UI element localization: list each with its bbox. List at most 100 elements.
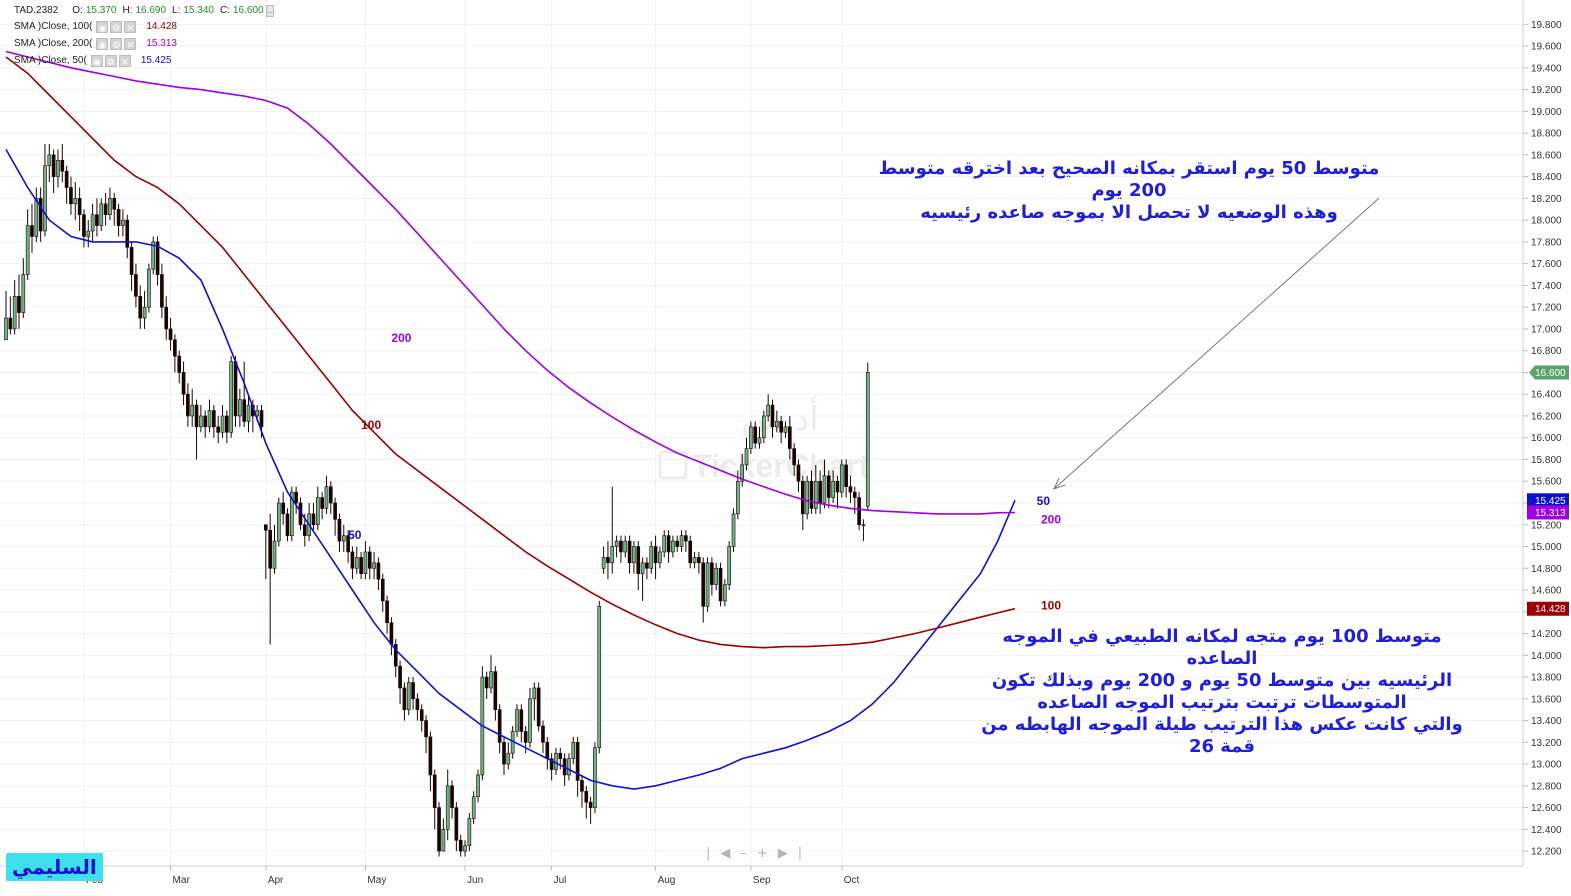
candle-body <box>489 671 493 689</box>
candle <box>95 198 99 237</box>
candle <box>584 785 589 819</box>
legend-collapse-icon[interactable]: ⋯ <box>265 4 276 17</box>
candle-body <box>532 687 537 700</box>
candle-body <box>865 372 870 507</box>
candle <box>701 557 706 623</box>
candle <box>684 530 688 552</box>
candle <box>51 149 56 193</box>
candle-body <box>34 198 39 237</box>
price-tag-sma-200: 15.313 <box>1527 505 1569 520</box>
price-tick-label: 13.800 <box>1531 673 1562 684</box>
candle <box>103 192 108 226</box>
candle-body <box>21 274 26 313</box>
candle-body <box>826 475 831 498</box>
price-tick-label: 19.600 <box>1531 42 1562 53</box>
settings-icon[interactable]: ⚙ <box>104 54 117 67</box>
time-tick-label: May <box>367 875 386 886</box>
settings-icon[interactable]: ⚙ <box>110 20 123 33</box>
candle-body <box>277 502 281 542</box>
top-annotation: متوسط 50 يوم استقر بمكانه الصحيح بعد اخت… <box>862 158 1396 224</box>
candle <box>865 362 870 510</box>
candle <box>731 508 736 552</box>
candle-body <box>809 480 814 509</box>
nav-start-icon[interactable]: | <box>706 846 721 861</box>
visibility-icon[interactable]: ◉ <box>90 54 103 67</box>
candle <box>285 508 290 542</box>
candle-body <box>155 241 160 275</box>
candle <box>800 475 805 531</box>
candle-body <box>515 709 519 732</box>
candle <box>147 263 151 313</box>
candle-body <box>30 225 34 237</box>
candle-body <box>792 448 796 466</box>
nav-forward-icon[interactable]: ▶ <box>777 846 798 861</box>
candle-body <box>372 562 376 569</box>
time-tick-label: Jun <box>467 875 483 886</box>
candle <box>406 677 411 716</box>
candle-body <box>186 393 190 417</box>
price-tag-last-close: 16.600 <box>1529 365 1569 380</box>
candle-body <box>549 758 554 770</box>
candle-body <box>437 807 441 852</box>
visibility-icon[interactable]: ◉ <box>96 37 109 50</box>
settings-icon[interactable]: ⚙ <box>110 37 123 50</box>
candle <box>671 535 675 558</box>
candle-body <box>207 410 212 428</box>
candle-body <box>450 785 454 808</box>
candle-body <box>415 698 420 710</box>
candle-body <box>710 562 714 585</box>
time-axis[interactable]: FebMarAprMayJunJulAugSepOct <box>83 866 860 886</box>
candle-body <box>380 578 385 602</box>
candle <box>445 769 450 841</box>
candle-body <box>424 720 428 738</box>
candle-body <box>402 687 407 710</box>
candle-body <box>315 497 320 526</box>
candle <box>779 415 783 444</box>
nav-back-icon[interactable]: ◀ <box>720 846 741 861</box>
zoom-out-icon[interactable]: – <box>740 846 757 861</box>
candle-body <box>229 361 234 433</box>
close-icon[interactable]: ✕ <box>124 20 137 33</box>
candle-body <box>783 426 788 433</box>
candle <box>199 405 203 433</box>
candle-body <box>264 524 268 531</box>
candle-body <box>337 519 342 542</box>
price-tag-shape <box>1527 493 1569 508</box>
candle-body <box>17 295 21 313</box>
close-icon[interactable]: ✕ <box>118 54 131 67</box>
bottom-annotation-line-1: متوسط 100 يوم متجه لمكانه الطبيعي في الم… <box>1002 626 1442 669</box>
candle-body <box>73 198 78 205</box>
candle-body <box>393 644 398 667</box>
nav-end-icon[interactable]: | <box>797 846 813 861</box>
candle-body <box>584 790 589 803</box>
candle <box>493 666 498 721</box>
candle <box>658 546 662 569</box>
price-tick-label: 19.000 <box>1531 107 1562 118</box>
candle <box>861 519 866 542</box>
candle-body <box>56 160 60 177</box>
candle <box>571 736 576 765</box>
candle-body <box>740 464 744 482</box>
candle <box>562 753 567 786</box>
candle <box>822 459 827 509</box>
candle <box>376 557 381 591</box>
price-tick-label: 18.000 <box>1531 216 1562 227</box>
candle-body <box>190 404 195 417</box>
sma-label: 50 <box>348 528 362 542</box>
candle <box>775 410 779 433</box>
candle-body <box>857 497 861 526</box>
visibility-icon[interactable]: ◉ <box>96 20 109 33</box>
candle-body <box>649 546 654 569</box>
candles <box>4 143 870 857</box>
candle <box>826 470 831 509</box>
candle-body <box>757 437 762 444</box>
candle-body <box>653 546 658 564</box>
candle-body <box>844 464 848 487</box>
bottom-annotation: متوسط 100 يوم متجه لمكانه الطبيعي في الم… <box>966 626 1478 758</box>
candle-body <box>658 551 662 564</box>
close-icon[interactable]: ✕ <box>124 37 137 50</box>
zoom-in-icon[interactable]: + <box>756 846 778 861</box>
